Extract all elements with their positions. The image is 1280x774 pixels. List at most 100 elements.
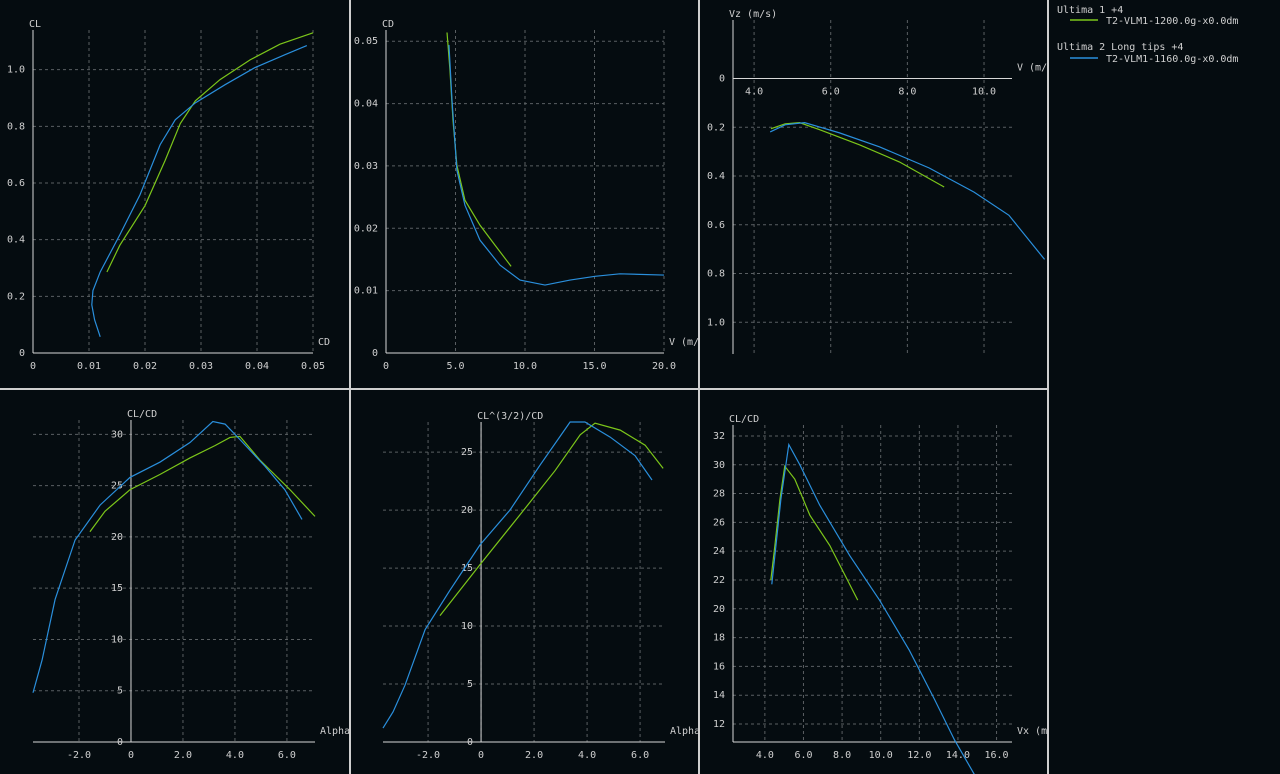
- x-axis-label: Vx (m: [1017, 726, 1047, 737]
- x-tick-label: 0: [30, 361, 36, 372]
- y-tick-label: 25: [461, 447, 473, 458]
- series-line: [771, 442, 975, 774]
- legend-label: T2-VLM1-1160.0g-x0.0dm: [1106, 54, 1238, 65]
- y-tick-label: 0.01: [354, 286, 378, 297]
- series-line: [770, 122, 945, 188]
- x-tick-label: 10.0: [972, 87, 996, 98]
- series-line: [382, 421, 653, 729]
- legend: Ultima 1 +4 T2-VLM1-1200.0g-x0.0dm Ultim…: [1057, 5, 1238, 65]
- x-tick-label: 6.0: [278, 750, 296, 761]
- x-tick-label: 0.03: [189, 361, 213, 372]
- x-tick-label: 0: [383, 361, 389, 372]
- y-tick-label: 32: [713, 431, 725, 442]
- series-line: [106, 32, 314, 273]
- x-tick-label: 0.02: [133, 361, 157, 372]
- x-tick-label: 0.01: [77, 361, 101, 372]
- series-line: [448, 44, 665, 286]
- x-tick-label: 4.0: [745, 87, 763, 98]
- x-tick-label: 10.0: [869, 750, 893, 761]
- x-axis-label: Alpha: [320, 726, 350, 737]
- x-tick-label: 2.0: [525, 750, 543, 761]
- x-tick-label: 16.0: [985, 750, 1009, 761]
- x-tick-label: 0: [478, 750, 484, 761]
- y-tick-label: 20: [111, 532, 123, 543]
- y-axis-label: CL: [29, 19, 41, 30]
- x-tick-label: 4.0: [578, 750, 596, 761]
- y-tick-label: 0.05: [354, 36, 378, 47]
- legend-title: Ultima 1 +4: [1057, 5, 1123, 16]
- y-tick-label: 0: [719, 74, 725, 85]
- x-tick-label: 0: [128, 750, 134, 761]
- y-tick-label: 30: [111, 429, 123, 440]
- y-tick-label: 10: [461, 621, 473, 632]
- y-tick-label: 0.6: [7, 178, 25, 189]
- y-axis-label: CL/CD: [729, 414, 759, 425]
- y-tick-label: 0.4: [707, 171, 725, 182]
- charts: 0 0.01 0.02 0.03 0.04 0.05 0 0.2 0.4 0.6 0.8 1.0 CL C…: [7, 9, 1047, 774]
- y-tick-label: 22: [713, 575, 725, 586]
- y-tick-label: 15: [111, 583, 123, 594]
- y-axis-label: CL^(3/2)/CD: [477, 411, 543, 422]
- x-axis-label: V (m/: [669, 337, 699, 348]
- y-tick-label: 15: [461, 563, 473, 574]
- x-tick-label: 14.0: [946, 750, 970, 761]
- x-tick-label: 5.0: [446, 361, 464, 372]
- chart: 4.0 6.0 8.0 10.0 0 0.2 0.4 0.6 0.8 1.0 Vz (m/s) V (…: [707, 9, 1047, 354]
- y-tick-label: 0: [19, 348, 25, 359]
- legend-title: Ultima 2 Long tips +4: [1057, 42, 1183, 53]
- series-line: [89, 435, 316, 533]
- x-tick-label: 8.0: [898, 87, 916, 98]
- y-tick-label: 18: [713, 633, 725, 644]
- y-tick-label: 24: [713, 546, 725, 557]
- y-tick-label: 0.6: [707, 220, 725, 231]
- series-line: [439, 422, 664, 616]
- x-axis-label: Alpha: [670, 726, 700, 737]
- x-tick-label: 12.0: [907, 750, 931, 761]
- chart: 4.0 6.0 8.0 10.0 12.0 14.0 16.0 12 14 16 18 20 22 24 2…: [713, 414, 1047, 774]
- x-tick-label: 6.0: [822, 87, 840, 98]
- x-axis-label: CD: [318, 337, 330, 348]
- y-tick-label: 1.0: [7, 65, 25, 76]
- x-tick-label: 15.0: [582, 361, 606, 372]
- y-tick-label: 28: [713, 489, 725, 500]
- x-tick-label: 6.0: [631, 750, 649, 761]
- y-tick-label: 1.0: [707, 317, 725, 328]
- y-tick-label: 5: [117, 686, 123, 697]
- y-tick-label: 26: [713, 517, 725, 528]
- y-tick-label: 10: [111, 634, 123, 645]
- y-tick-label: 0.04: [354, 99, 378, 110]
- y-tick-label: 0: [372, 348, 378, 359]
- y-tick-label: 0.8: [7, 121, 25, 132]
- x-tick-label: 0.05: [301, 361, 325, 372]
- x-tick-label: 20.0: [652, 361, 676, 372]
- x-tick-label: 2.0: [174, 750, 192, 761]
- y-tick-label: 0.4: [7, 235, 25, 246]
- chart: 0 0.01 0.02 0.03 0.04 0.05 0 0.2 0.4 0.6 0.8 1.0 CL C…: [7, 19, 330, 372]
- y-tick-label: 14: [713, 690, 725, 701]
- x-tick-label: 10.0: [513, 361, 537, 372]
- y-tick-label: 0.8: [707, 269, 725, 280]
- y-tick-label: 0.2: [7, 291, 25, 302]
- y-axis-label: CD: [382, 19, 394, 30]
- x-tick-label: -2.0: [67, 750, 91, 761]
- y-tick-label: 0.03: [354, 161, 378, 172]
- y-axis-label: Vz (m/s): [729, 9, 777, 20]
- x-tick-label: 4.0: [226, 750, 244, 761]
- y-tick-label: 0.02: [354, 223, 378, 234]
- x-axis-label: V (m/: [1017, 63, 1047, 74]
- series-line: [91, 45, 308, 338]
- x-tick-label: 4.0: [756, 750, 774, 761]
- y-tick-label: 25: [111, 481, 123, 492]
- legend-label: T2-VLM1-1200.0g-x0.0dm: [1106, 16, 1238, 27]
- series-line: [769, 122, 1046, 260]
- y-tick-label: 20: [461, 505, 473, 516]
- y-axis-label: CL/CD: [127, 409, 157, 420]
- y-tick-label: 20: [713, 604, 725, 615]
- y-tick-label: 5: [467, 679, 473, 690]
- x-tick-label: 0.04: [245, 361, 269, 372]
- series-line: [770, 464, 859, 601]
- y-tick-label: 12: [713, 719, 725, 730]
